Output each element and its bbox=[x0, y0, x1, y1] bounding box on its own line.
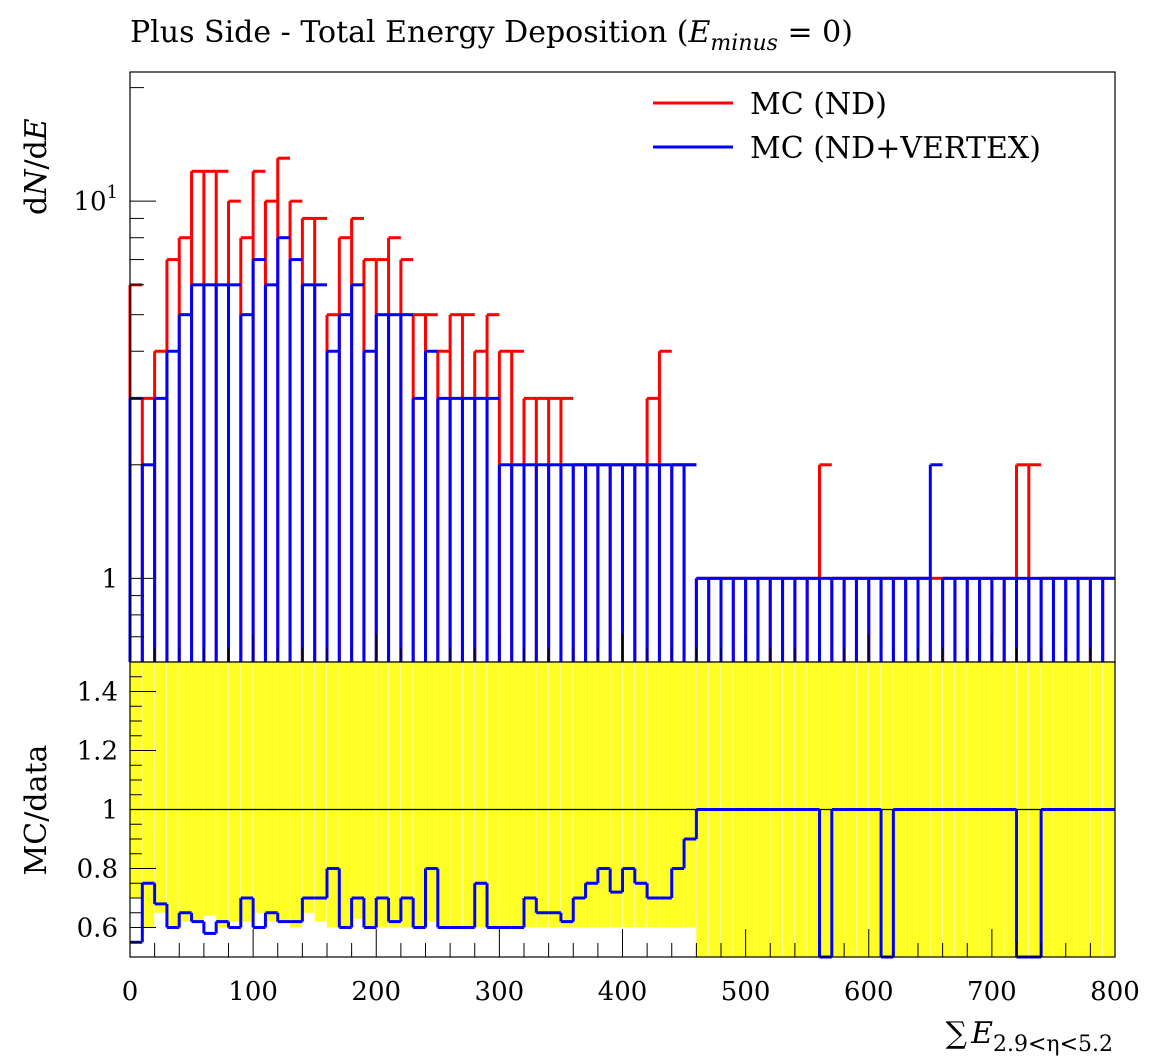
ratio-band-bin bbox=[376, 662, 389, 928]
ratio-band-bin bbox=[622, 662, 635, 928]
ratio-band-bin bbox=[388, 662, 401, 928]
ratio-band-bin bbox=[400, 662, 413, 928]
ratio-y-tick-label: 0.6 bbox=[77, 914, 118, 944]
ratio-band-bin bbox=[462, 662, 475, 928]
x-axis-label-subscript: 2.9<η<5.2 bbox=[993, 1032, 1113, 1056]
ratio-band-bin bbox=[363, 662, 376, 928]
x-tick-label: 100 bbox=[228, 977, 278, 1007]
x-tick-label: 200 bbox=[351, 977, 401, 1007]
ratio-band-bin bbox=[585, 662, 598, 928]
ratio-band-bin bbox=[437, 662, 450, 928]
ratio-band-bin bbox=[560, 662, 573, 928]
ylabel-d-2: d bbox=[19, 140, 54, 159]
ratio-band-bin bbox=[351, 662, 364, 919]
ratio-band-bin bbox=[253, 662, 265, 913]
x-tick-label: 800 bbox=[1090, 977, 1140, 1007]
ratio-band-bin bbox=[290, 662, 302, 928]
ratio-band-bin bbox=[610, 662, 622, 928]
main-y-tick-label-exponent: 1 bbox=[107, 182, 118, 203]
x-axis-label-sum: ∑ bbox=[946, 1016, 968, 1051]
main-y-tick-label-base: 10 bbox=[73, 187, 106, 217]
ratio-panel: 0.6 0.8 1 1.2 1.4 0 100 200 300 400 500 600 700 800 bbox=[77, 661, 1140, 1007]
ratio-band-bin bbox=[314, 662, 327, 922]
ratio-band-bin bbox=[216, 662, 228, 928]
ylabel-slash: / bbox=[19, 159, 54, 170]
ratio-band-bin bbox=[277, 662, 290, 922]
ratio-band-bin bbox=[548, 662, 561, 928]
ratio-band-bin bbox=[142, 662, 155, 928]
ratio-band-bin bbox=[191, 662, 204, 922]
ratio-band-bin bbox=[671, 662, 684, 928]
legend: MC (ND) MC (ND+VERTEX) bbox=[653, 87, 1041, 166]
chart-title: Plus Side - Total Energy Deposition (Emi… bbox=[130, 15, 853, 56]
ratio-y-tick-label: 0.8 bbox=[77, 855, 118, 885]
ratio-series-group bbox=[130, 662, 1115, 959]
ratio-band-bin bbox=[499, 662, 512, 928]
legend-label-mc-nd: MC (ND) bbox=[750, 87, 887, 122]
main-y-tick-label-0: 1 bbox=[101, 564, 118, 594]
chart-title-suffix: = 0) bbox=[778, 15, 853, 50]
main-y-tick-label-1: 101 bbox=[73, 182, 118, 217]
ratio-band-bin bbox=[511, 662, 524, 928]
ratio-band-bin bbox=[240, 662, 253, 922]
ratio-band-bin bbox=[179, 662, 192, 922]
ratio-band-bin bbox=[487, 662, 499, 928]
ratio-band-bin bbox=[474, 662, 487, 928]
ratio-band-bin bbox=[573, 662, 586, 928]
main-y-tick-label-base: 1 bbox=[101, 564, 118, 594]
ratio-band-bin bbox=[647, 662, 659, 928]
ratio-band-bin bbox=[450, 662, 462, 928]
ratio-band-bin bbox=[659, 662, 672, 928]
ratio-band-bin bbox=[154, 662, 167, 913]
ratio-band-bin bbox=[339, 662, 352, 928]
chart-title-subscript: minus bbox=[710, 31, 778, 56]
ratio-series-blue bbox=[130, 808, 1115, 959]
ratio-band-bin bbox=[166, 662, 179, 928]
x-tick-label: 300 bbox=[475, 977, 525, 1007]
ratio-band-bin bbox=[327, 662, 339, 928]
ratio-y-tick-label: 1.2 bbox=[77, 737, 118, 767]
x-axis-label: ∑ E2.9<η<5.2 bbox=[946, 1016, 1113, 1056]
ratio-band-bin bbox=[634, 662, 647, 928]
ratio-band-bin bbox=[425, 662, 438, 922]
ratio-band-bin bbox=[413, 662, 425, 928]
ratio-y-tick-label: 1.4 bbox=[77, 678, 118, 708]
ratio-plot-frame bbox=[129, 661, 1116, 958]
chart-title-variable: E bbox=[688, 15, 711, 50]
main-series-1 bbox=[128, 236, 1115, 662]
ylabel-d-1: d bbox=[19, 196, 54, 215]
ylabel-e: E bbox=[19, 118, 54, 141]
ratio-band-bin bbox=[684, 662, 696, 928]
x-tick-label: 700 bbox=[967, 977, 1017, 1007]
chart-title-prefix: Plus Side - Total Energy Deposition ( bbox=[130, 15, 689, 50]
ratio-y-axis-label: MC/data bbox=[19, 744, 54, 875]
x-tick-label: 400 bbox=[598, 977, 648, 1007]
main-series-group bbox=[128, 156, 1115, 662]
ratio-band-bin bbox=[524, 662, 536, 928]
x-tick-label: 0 bbox=[122, 977, 139, 1007]
ratio-band-bin bbox=[265, 662, 278, 922]
x-tick-label: 500 bbox=[721, 977, 771, 1007]
legend-label-mc-nd-vertex: MC (ND+VERTEX) bbox=[750, 131, 1041, 166]
ratio-band-bin bbox=[228, 662, 241, 922]
ratio-y-tick-label: 1 bbox=[101, 796, 118, 826]
ratio-band-bin bbox=[302, 662, 315, 913]
x-tick-label: 600 bbox=[844, 977, 894, 1007]
x-axis-label-variable: E bbox=[970, 1016, 993, 1051]
ratio-band-bin bbox=[203, 662, 216, 916]
ratio-band-bin bbox=[536, 662, 549, 928]
main-y-axis-label: dN/dE bbox=[19, 118, 54, 215]
ylabel-n: N bbox=[19, 168, 54, 197]
ratio-band-bin bbox=[597, 662, 610, 928]
